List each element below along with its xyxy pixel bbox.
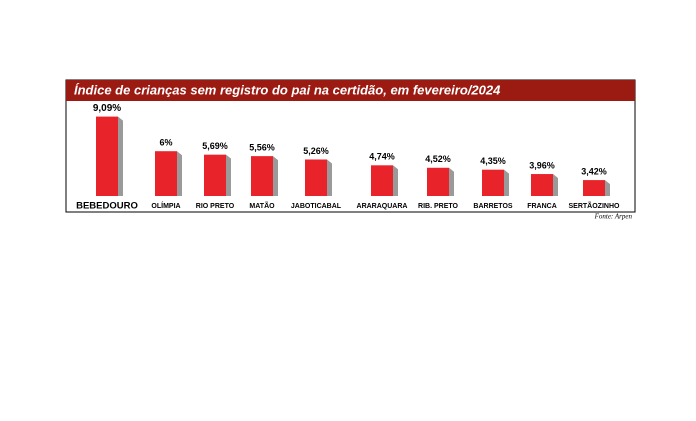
- bar: [96, 116, 118, 196]
- source: Fonte: Arpen: [594, 213, 633, 221]
- value-label: 3,42%: [581, 166, 607, 176]
- title-bar: [66, 80, 635, 101]
- value-label: 3,96%: [529, 160, 555, 170]
- x-tick-label: MATÃO: [249, 201, 275, 210]
- bar-shadow: [226, 154, 231, 196]
- x-tick-label: RIB. PRETO: [418, 203, 458, 210]
- bar-shadow: [273, 156, 278, 196]
- x-tick-label: SERTÃOZINHO: [569, 201, 621, 210]
- x-tick-label: FRANCA: [527, 203, 557, 210]
- value-label: 5,69%: [202, 141, 228, 151]
- bar-shadow: [504, 169, 509, 196]
- value-label: 5,26%: [303, 146, 329, 156]
- bar: [482, 169, 504, 196]
- x-tick-label: RIO PRETO: [196, 203, 235, 210]
- bar: [155, 151, 177, 196]
- bar: [427, 167, 449, 196]
- bar-shadow: [118, 116, 123, 196]
- x-tick-label: OLÍMPIA: [151, 201, 180, 210]
- bar-shadow: [393, 165, 398, 196]
- x-tick-label: ARARAQUARA: [357, 203, 408, 210]
- x-tick-label: BEBEDOURO: [76, 201, 138, 212]
- bar: [204, 154, 226, 196]
- value-label: 4,35%: [480, 156, 506, 166]
- chart-title: Índice de crianças sem registro do pai n…: [74, 82, 501, 97]
- value-label: 6%: [159, 138, 172, 148]
- bar: [305, 159, 327, 196]
- value-label: 4,52%: [425, 154, 451, 164]
- value-label: 9,09%: [93, 103, 121, 114]
- value-label: 5,56%: [249, 143, 275, 153]
- bar: [371, 165, 393, 196]
- bar: [583, 180, 605, 196]
- bar: [531, 174, 553, 196]
- bar-shadow: [177, 151, 182, 196]
- bar-shadow: [605, 180, 610, 196]
- x-tick-label: JABOTICABAL: [291, 203, 342, 210]
- bar-shadow: [449, 167, 454, 196]
- value-label: 4,74%: [369, 152, 395, 162]
- bar-shadow: [553, 174, 558, 196]
- bar-shadow: [327, 159, 332, 196]
- x-tick-label: BARRETOS: [473, 203, 512, 210]
- bar: [251, 156, 273, 196]
